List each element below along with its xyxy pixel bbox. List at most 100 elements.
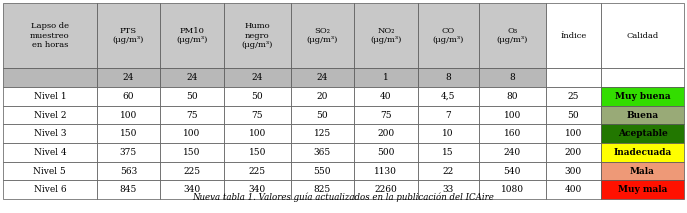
Bar [545,87,601,106]
Bar [545,143,601,162]
Text: Muy mala: Muy mala [618,185,667,194]
Text: 75: 75 [251,111,263,119]
Text: 200: 200 [565,148,582,157]
Bar [224,180,291,199]
Text: Índice: Índice [560,32,586,40]
Text: Nivel 5: Nivel 5 [34,167,66,176]
Text: Calidad: Calidad [627,32,659,40]
Bar [291,87,354,106]
Text: 150: 150 [120,129,137,138]
Bar [601,124,684,143]
Bar [545,68,601,87]
Text: 845: 845 [120,185,137,194]
Text: 150: 150 [249,148,266,157]
Bar [418,87,479,106]
Text: CO
(μg/m³): CO (μg/m³) [433,27,464,44]
Text: 50: 50 [186,92,198,101]
Text: Nivel 1: Nivel 1 [34,92,66,101]
Bar [97,3,160,68]
Text: SO₂
(μg/m³): SO₂ (μg/m³) [306,27,338,44]
Bar [291,3,354,68]
Bar [291,143,354,162]
Text: 500: 500 [377,148,394,157]
Text: 8: 8 [445,73,451,82]
Bar [479,124,545,143]
Bar [224,106,291,124]
Text: Nivel 3: Nivel 3 [34,129,66,138]
Bar [601,162,684,180]
Text: Aceptable: Aceptable [618,129,667,138]
Bar [97,143,160,162]
Bar [418,68,479,87]
Bar [291,180,354,199]
Bar [418,180,479,199]
Bar [479,3,545,68]
Bar [601,87,684,106]
Text: 1130: 1130 [374,167,397,176]
Bar [224,3,291,68]
Text: 100: 100 [183,129,201,138]
Bar [601,143,684,162]
Bar [418,124,479,143]
Bar [3,87,97,106]
Text: 7: 7 [445,111,451,119]
Bar [224,68,291,87]
Bar [354,106,418,124]
Bar [160,162,224,180]
Bar [97,87,160,106]
Text: 1080: 1080 [501,185,523,194]
Bar [545,3,601,68]
Text: 200: 200 [377,129,394,138]
Bar [160,143,224,162]
Text: 225: 225 [183,167,201,176]
Bar [97,162,160,180]
Bar [545,106,601,124]
Text: Mala: Mala [630,167,655,176]
Bar [354,124,418,143]
Text: 340: 340 [183,185,201,194]
Text: 540: 540 [504,167,521,176]
Bar [97,180,160,199]
Bar [354,180,418,199]
Text: 40: 40 [380,92,392,101]
Bar [479,162,545,180]
Text: 60: 60 [123,92,134,101]
Text: NO₂
(μg/m³): NO₂ (μg/m³) [370,27,401,44]
Bar [97,124,160,143]
Bar [354,87,418,106]
Bar [479,87,545,106]
Bar [291,106,354,124]
Text: O₃
(μg/m³): O₃ (μg/m³) [497,27,528,44]
Bar [3,143,97,162]
Bar [418,162,479,180]
Bar [418,3,479,68]
Text: 100: 100 [120,111,137,119]
Text: 15: 15 [442,148,454,157]
Text: 24: 24 [317,73,328,82]
Bar [160,106,224,124]
Bar [354,68,418,87]
Bar [3,68,97,87]
Text: 8: 8 [509,73,515,82]
Text: Buena: Buena [627,111,659,119]
Text: 24: 24 [123,73,134,82]
Text: 100: 100 [504,111,521,119]
Bar [291,124,354,143]
Bar [418,143,479,162]
Bar [160,68,224,87]
Bar [291,68,354,87]
Bar [224,124,291,143]
Text: 160: 160 [504,129,521,138]
Bar [601,68,684,87]
Text: Nueva tabla 1. Valores guía actualizados en la publicación del ICAire: Nueva tabla 1. Valores guía actualizados… [192,193,495,202]
Text: 550: 550 [313,167,331,176]
Bar [224,87,291,106]
Bar [354,143,418,162]
Text: 22: 22 [442,167,454,176]
Text: 50: 50 [317,111,328,119]
Text: Humo
negro
(μg/m³): Humo negro (μg/m³) [241,22,273,49]
Bar [3,180,97,199]
Bar [291,162,354,180]
Bar [479,106,545,124]
Bar [545,124,601,143]
